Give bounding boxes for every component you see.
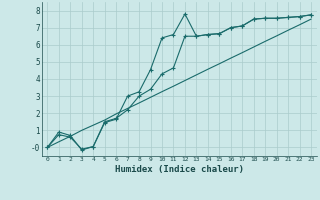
X-axis label: Humidex (Indice chaleur): Humidex (Indice chaleur) [115, 165, 244, 174]
